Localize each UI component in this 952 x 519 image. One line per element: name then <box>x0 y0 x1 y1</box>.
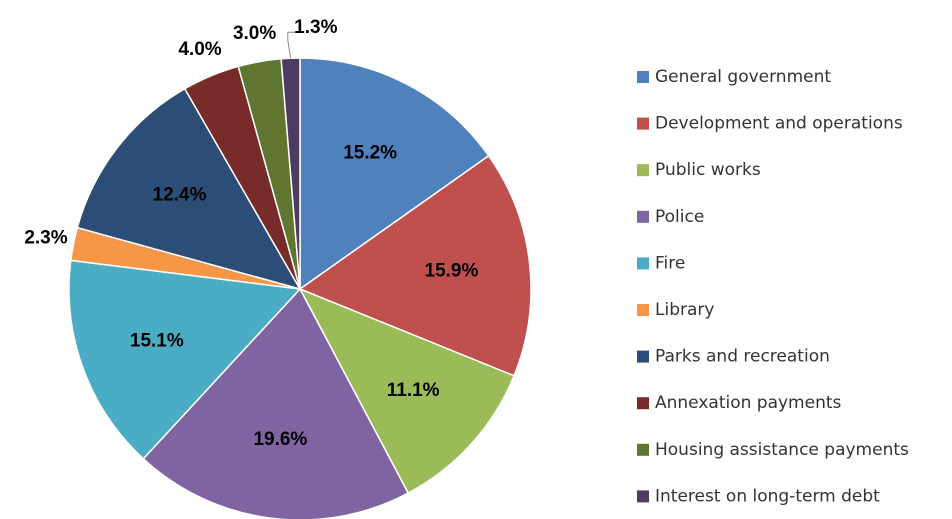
pie-slice <box>142 287 410 519</box>
legend-label: Library <box>655 300 714 320</box>
legend-swatch <box>637 117 649 130</box>
data-label: 15.9% <box>425 261 479 282</box>
legend-label: Parks and recreation <box>655 347 830 367</box>
legend-label: Fire <box>655 253 685 273</box>
data-label: 15.2% <box>343 143 397 164</box>
pie-slice <box>68 259 302 460</box>
legend-swatch <box>637 350 649 363</box>
data-label: 3.0% <box>233 23 276 44</box>
pie-slice <box>298 287 516 495</box>
legend-label: Development and operations <box>655 114 903 134</box>
data-label: 15.1% <box>130 330 184 351</box>
legend-label: Police <box>655 207 704 227</box>
legend-swatch <box>637 490 649 503</box>
legend-label: General government <box>655 67 831 87</box>
legend-label: Annexation payments <box>655 393 842 413</box>
legend-swatch <box>637 397 649 410</box>
data-label: 12.4% <box>153 185 207 206</box>
data-label: 4.0% <box>178 39 221 60</box>
pie-slice <box>298 154 532 377</box>
legend-swatch <box>637 304 649 316</box>
legend-label: Public works <box>655 160 761 180</box>
data-label: 1.3% <box>294 17 337 38</box>
pie-slice <box>280 57 301 290</box>
legend-swatch <box>637 443 649 456</box>
legend-swatch <box>637 164 649 177</box>
data-label: 19.6% <box>253 429 307 450</box>
legend-swatch <box>637 71 649 83</box>
legend-label: Housing assistance payments <box>655 440 909 460</box>
data-label: 2.3% <box>24 227 67 248</box>
legend-swatch <box>637 210 649 223</box>
data-label: 11.1% <box>387 380 440 401</box>
pie-slice <box>76 87 302 291</box>
pie-slice <box>299 57 490 291</box>
legend-label: Interest on long-term debt <box>655 486 880 506</box>
legend-swatch <box>637 257 649 270</box>
leader-line <box>287 31 296 59</box>
